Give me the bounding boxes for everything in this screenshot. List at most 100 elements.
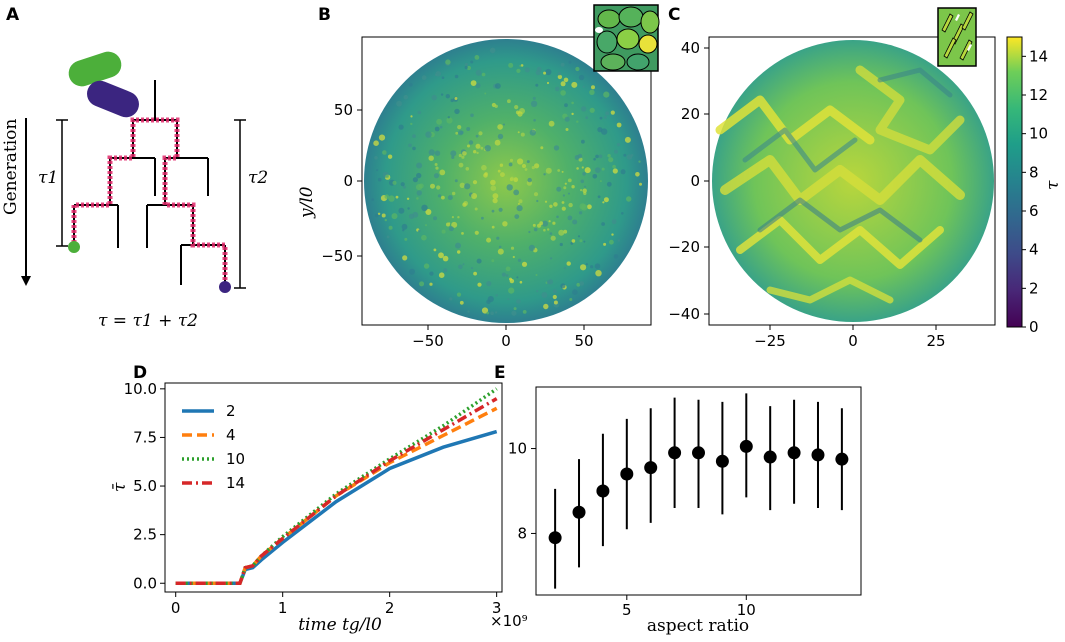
panel-c-label: C — [668, 5, 680, 25]
panel-d: D 0 1 2 3 0.0 2.5 5.0 7.5 10.0 2 4 10 14 τ̄ time tg… — [110, 363, 528, 635]
speckle — [439, 169, 446, 176]
d-series-line-14 — [175, 397, 498, 586]
speckle — [475, 82, 481, 89]
speckle — [475, 143, 481, 149]
speckle — [385, 174, 389, 178]
speckle — [521, 261, 528, 267]
speckle — [532, 96, 536, 100]
speckle — [546, 81, 550, 85]
speckle — [516, 68, 521, 73]
speckle — [543, 71, 547, 75]
speckle — [466, 65, 471, 71]
speckle — [494, 104, 498, 109]
panel-a: A Generation — [1, 5, 268, 331]
speckle — [541, 220, 549, 227]
speckle — [626, 154, 633, 160]
panel-a-label: A — [6, 5, 20, 25]
speckle — [577, 235, 581, 238]
speckle — [536, 290, 539, 293]
speckle — [612, 168, 618, 174]
b-ylabel: y/l0 — [297, 186, 317, 219]
speckle — [484, 92, 487, 95]
speckle — [416, 172, 422, 179]
speckle — [520, 64, 524, 67]
speckle — [616, 142, 621, 147]
speckle — [597, 195, 601, 199]
speckle — [547, 228, 550, 231]
colorbar: 0 2 4 6 8 10 12 14 τ — [1006, 36, 1063, 336]
speckle — [408, 82, 413, 87]
speckle — [434, 126, 440, 132]
c-ytick: 40 — [681, 39, 700, 57]
speckle — [484, 145, 491, 152]
speckle — [467, 144, 470, 148]
speckle — [550, 235, 556, 241]
speckle — [403, 94, 409, 100]
speckle — [524, 168, 528, 171]
colorbar-tick-label: 8 — [1029, 163, 1039, 181]
speckle — [540, 146, 544, 150]
speckle — [412, 177, 418, 183]
inset-c — [937, 7, 977, 67]
speckle — [560, 62, 565, 67]
colorbar-tick-label: 14 — [1029, 47, 1048, 65]
speckle — [410, 122, 413, 126]
speckle — [620, 169, 626, 175]
arrow-head-icon — [21, 276, 31, 286]
panel-d-frame — [164, 382, 503, 593]
speckle — [499, 163, 504, 167]
e-point — [668, 446, 682, 460]
speckle — [481, 307, 489, 314]
speckle — [571, 101, 574, 105]
speckle — [562, 194, 566, 197]
b-xtick: 50 — [574, 332, 593, 350]
speckle — [407, 207, 410, 210]
colony-c-texture — [715, 65, 965, 304]
e-ytick: 10 — [508, 440, 527, 458]
speckle — [492, 198, 498, 204]
speckle — [490, 311, 494, 316]
speckle — [374, 213, 379, 218]
speckle — [434, 150, 441, 156]
speckle — [564, 103, 568, 108]
speckle — [605, 111, 610, 116]
speckle — [402, 255, 408, 261]
speckle — [477, 282, 482, 287]
speckle — [508, 287, 515, 294]
d-legend-label: 10 — [226, 450, 245, 468]
d-xtick: 0 — [171, 599, 181, 617]
speckle — [472, 180, 478, 185]
speckle — [536, 199, 539, 203]
speckle — [598, 154, 603, 159]
speckle — [439, 125, 443, 129]
speckle — [550, 257, 553, 260]
speckle — [613, 254, 619, 259]
speckle — [449, 297, 453, 301]
lineage-tree — [73, 80, 226, 285]
speckle — [611, 219, 617, 225]
speckle — [447, 195, 453, 201]
speckle — [567, 215, 573, 221]
speckle — [603, 197, 609, 203]
lineage-path — [71, 117, 228, 285]
speckle — [545, 68, 552, 76]
speckle — [433, 173, 440, 179]
d-ytick: 0.0 — [133, 574, 157, 592]
speckle — [490, 179, 496, 186]
speckle — [519, 64, 522, 67]
speckle — [602, 201, 605, 204]
speckle — [384, 218, 387, 222]
speckle — [445, 94, 450, 99]
speckle — [447, 116, 450, 119]
speckle — [505, 266, 511, 272]
speckle — [546, 280, 551, 285]
tau-formula: τ = τ1 + τ2 — [98, 311, 198, 331]
speckle — [474, 55, 480, 60]
speckle — [571, 185, 575, 189]
speckle — [425, 131, 432, 138]
speckle — [417, 110, 422, 115]
speckle — [514, 105, 519, 110]
speckle — [517, 131, 520, 134]
speckle — [543, 173, 546, 176]
